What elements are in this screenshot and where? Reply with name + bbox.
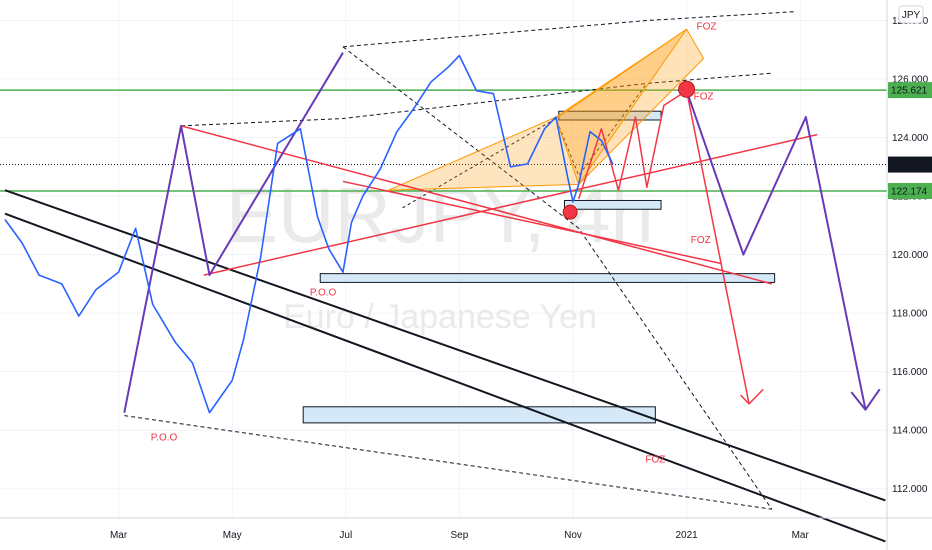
- annotation-label: FOZ: [691, 235, 711, 246]
- annotation-label: FOZ: [694, 92, 714, 103]
- annotations: P.O.O P.O.O FOZ FOZ FOZ FOZ: [151, 21, 717, 465]
- annotation-label: FOZ: [696, 21, 716, 32]
- time-axis: Mar May Jul Sep Nov 2021 Mar: [0, 517, 932, 541]
- annotation-label: FOZ: [645, 454, 665, 465]
- price-tick-label: 120.000: [892, 250, 929, 261]
- drawings: [4, 11, 886, 543]
- watermark-description: Euro / Japanese Yen: [283, 298, 597, 336]
- dashed-top-trend: [342, 11, 795, 48]
- annotation-label: P.O.O: [151, 432, 178, 443]
- annotation-label: P.O.O: [310, 288, 337, 299]
- price-tick-label: 126.000: [892, 75, 929, 86]
- currency-label: JPY: [902, 10, 921, 21]
- demand-zone: [319, 273, 776, 283]
- time-tick-label: 2021: [675, 530, 698, 541]
- demand-zone: [563, 199, 662, 210]
- price-label-text: 125.621: [891, 86, 928, 97]
- pivot-marker: [562, 204, 578, 220]
- red-trend-line-3: [342, 180, 721, 265]
- pivot-marker: [678, 80, 696, 98]
- levels: [0, 89, 887, 192]
- price-tick-label: 124.000: [892, 133, 929, 144]
- red-trend-line-2: [203, 133, 818, 276]
- price-tick-label: 118.000: [892, 309, 928, 320]
- price-tick-label: 114.000: [892, 426, 928, 437]
- price-label-box: [888, 182, 932, 199]
- currency-badge[interactable]: JPY: [898, 5, 924, 24]
- channel-line-upper: [4, 189, 886, 502]
- purple-projection: [685, 90, 867, 410]
- time-tick-label: Nov: [564, 530, 582, 541]
- red-trend-line-1: [180, 125, 772, 285]
- grid: [0, 0, 887, 518]
- purple-arrowhead: [850, 388, 881, 411]
- time-tick-label: May: [223, 530, 242, 541]
- red-projection-down: [685, 90, 750, 405]
- price-tick-label: 116.000: [892, 367, 928, 378]
- zones: [302, 110, 776, 424]
- price-label-box: [888, 82, 932, 99]
- price-label-box: [888, 156, 932, 173]
- dashed-inner: [402, 83, 648, 209]
- time-tick-label: Mar: [110, 530, 128, 541]
- demand-zone: [302, 406, 656, 424]
- channel-line-lower: [4, 212, 886, 543]
- price-series: [4, 54, 614, 414]
- price-label-text: 122.174: [891, 186, 928, 197]
- red-projection-zigzag: [577, 90, 688, 200]
- purple-impulse-up: [123, 52, 344, 413]
- red-arrowhead: [740, 388, 764, 405]
- time-tick-label: Mar: [792, 530, 810, 541]
- price-label-text: 123.077: [891, 160, 928, 171]
- time-tick-label: Jul: [339, 530, 352, 541]
- price-line: [4, 54, 614, 414]
- wedge-fill-upper: [555, 28, 705, 186]
- dashed-diagonal: [342, 46, 773, 510]
- currency-badge-box: [898, 5, 924, 24]
- price-tick-label: 112.000: [892, 484, 928, 495]
- time-tick-label: Sep: [451, 530, 469, 541]
